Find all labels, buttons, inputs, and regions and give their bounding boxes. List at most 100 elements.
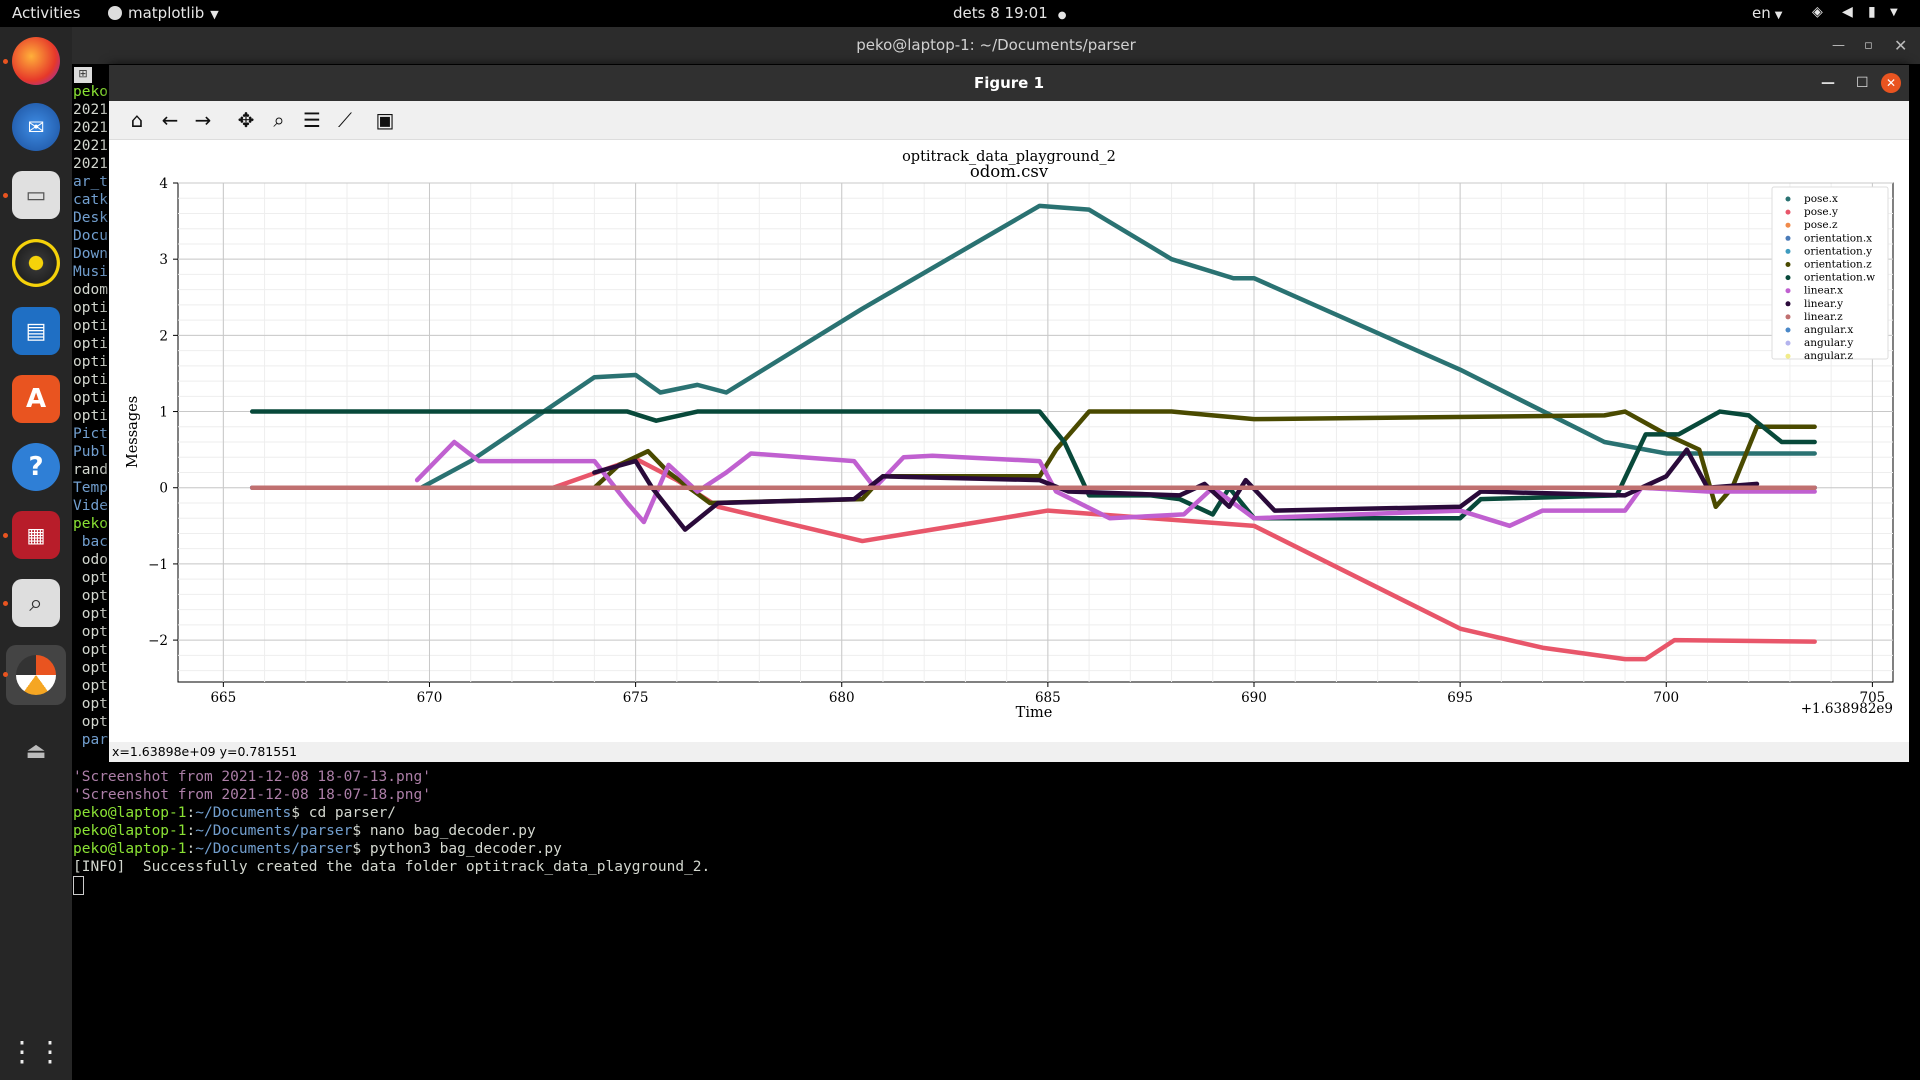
- x-tick-label: 685: [1035, 690, 1061, 706]
- x-tick-label: 680: [829, 690, 855, 706]
- terminal-line-fragment: bac: [73, 534, 108, 550]
- terminal-line-fragment: opt: [73, 588, 108, 604]
- chevron-down-icon: ▼: [1774, 10, 1783, 21]
- legend-marker: [1785, 327, 1791, 333]
- y-tick-label: 0: [159, 481, 168, 497]
- terminal-text-segment: 'Screenshot from 2021-12-08 18-07-18.png…: [73, 787, 431, 803]
- back-arrow-icon[interactable]: ←: [161, 108, 179, 132]
- y-tick-label: −2: [148, 633, 168, 649]
- terminal-line-fragment: opt: [73, 660, 108, 676]
- x-tick-label: 690: [1241, 690, 1267, 706]
- terminal-visible-column: peko 2021 2021 2021 2021 ar_t catk Desk Docu Down…: [73, 83, 111, 749]
- terminal-line-fragment: Down: [73, 246, 108, 262]
- matplotlib-dock-icon[interactable]: [6, 645, 66, 705]
- legend-entry: angular.x: [1804, 324, 1853, 336]
- terminal-line-fragment: odo: [73, 552, 108, 568]
- terminal-line-fragment: Musi: [73, 264, 108, 280]
- terminal-text-segment: $ nano bag_decoder.py: [352, 823, 536, 839]
- terminal-line-fragment: opt: [73, 678, 108, 694]
- legend-marker: [1785, 275, 1791, 281]
- running-indicator: [3, 193, 8, 198]
- terminal-line: peko@laptop-1:~/Documents/parser$ python…: [73, 840, 1873, 858]
- activities-button[interactable]: Activities: [12, 4, 81, 22]
- chart-title: optitrack_data_playground_2: [902, 149, 1116, 165]
- terminal-line-fragment: 2021: [73, 156, 108, 172]
- terminal-line-fragment: opti: [73, 372, 108, 388]
- terminal-line-fragment: par: [73, 732, 108, 748]
- figure-minimize-button[interactable]: —: [1821, 75, 1835, 91]
- language-menu[interactable]: en ▼: [1752, 4, 1782, 22]
- terminal-line-fragment: Pict: [73, 426, 108, 442]
- terminal-line-fragment: 2021: [73, 102, 108, 118]
- terminal-line-fragment: catk: [73, 192, 108, 208]
- matplotlib-toolbar: ⌂ ← → ✥ ⌕ ☰ ⟋ ▣: [109, 101, 1909, 140]
- terminal-line: peko@laptop-1:~/Documents$ cd parser/: [73, 804, 1873, 822]
- terminal-text-segment: $ cd parser/: [291, 805, 397, 821]
- terminal-titlebar: peko@laptop-1: ~/Documents/parser — ▫ ✕: [72, 27, 1920, 64]
- files-icon[interactable]: ▭: [12, 171, 60, 219]
- configure-subplots-icon[interactable]: ☰: [303, 108, 321, 132]
- terminal-line: peko@laptop-1:~/Documents/parser$ nano b…: [73, 822, 1873, 840]
- language-label: en: [1752, 4, 1771, 22]
- terminal-text-segment: peko@laptop-1: [73, 805, 187, 821]
- terminal-output[interactable]: 'Screenshot from 2021-12-08 18-07-13.png…: [73, 768, 1873, 876]
- legend-marker: [1785, 235, 1791, 241]
- terminal-line-fragment: opti: [73, 318, 108, 334]
- plot-area: [177, 182, 1894, 683]
- system-menu-chevron-icon[interactable]: ▼: [1890, 7, 1898, 18]
- thunderbird-icon[interactable]: ✉: [12, 103, 60, 151]
- legend-entry: angular.y: [1804, 337, 1853, 349]
- firefox-icon[interactable]: [12, 37, 60, 85]
- volume-icon[interactable]: ◀: [1842, 4, 1853, 20]
- maximize-button[interactable]: ▫: [1864, 38, 1873, 53]
- clock[interactable]: dets 8 19:01 ●: [953, 4, 1067, 22]
- figure-close-button[interactable]: ✕: [1881, 73, 1901, 93]
- terminal-tab-icon[interactable]: ⊞: [74, 67, 92, 83]
- figure-maximize-button[interactable]: ☐: [1856, 75, 1869, 91]
- terminal-line-fragment: opt: [73, 624, 108, 640]
- edit-axis-icon[interactable]: ⟋: [338, 108, 352, 132]
- save-icon[interactable]: ▣: [375, 108, 395, 132]
- legend-marker: [1785, 222, 1791, 228]
- terminal-app-icon[interactable]: ▦: [12, 511, 60, 559]
- terminal-text-segment: $ python3 bag_decoder.py: [352, 841, 562, 857]
- matplotlib-icon: [108, 6, 122, 20]
- terminal-line-fragment: peko: [73, 84, 108, 100]
- terminal-line-fragment: Docu: [73, 228, 108, 244]
- zoom-icon[interactable]: ⌕: [273, 108, 285, 132]
- software-center-icon[interactable]: A: [12, 375, 60, 423]
- terminal-line-fragment: opti: [73, 390, 108, 406]
- usb-drive-icon[interactable]: ⏏: [25, 738, 47, 764]
- x-tick-label: 700: [1653, 690, 1679, 706]
- home-icon[interactable]: ⌂: [130, 108, 144, 132]
- libreoffice-writer-icon[interactable]: ▤: [12, 307, 60, 355]
- plot-canvas[interactable]: optitrack_data_playground_2 odom.csv 665…: [109, 139, 1909, 742]
- minimize-button[interactable]: —: [1832, 38, 1845, 53]
- magnifier-icon[interactable]: ⌕: [12, 579, 60, 627]
- terminal-line-fragment: ar_t: [73, 174, 108, 190]
- legend: pose.xpose.ypose.zorientation.xorientati…: [1771, 186, 1889, 362]
- help-icon[interactable]: ?: [12, 443, 60, 491]
- y-tick-label: 1: [159, 405, 168, 421]
- top-bar: Activities matplotlib ▼ dets 8 19:01 ● en ▼…: [0, 0, 1920, 27]
- terminal-text-segment: :: [186, 823, 196, 839]
- terminal-line-fragment: odom: [73, 282, 108, 298]
- pan-icon[interactable]: ✥: [237, 108, 255, 132]
- terminal-line-fragment: opti: [73, 300, 108, 316]
- x-tick-label: 665: [210, 690, 236, 706]
- legend-marker: [1785, 314, 1791, 320]
- app-menu[interactable]: matplotlib ▼: [108, 4, 219, 22]
- legend-entry: orientation.y: [1804, 245, 1872, 257]
- series-linear-x: [414, 439, 1817, 529]
- series-pose-x: [418, 203, 1817, 490]
- rhythmbox-icon[interactable]: [12, 239, 60, 287]
- network-icon[interactable]: ◈: [1812, 4, 1823, 20]
- battery-icon[interactable]: ▮: [1868, 4, 1876, 20]
- legend-entry: angular.z: [1804, 350, 1853, 362]
- legend-marker: [1785, 353, 1791, 359]
- show-applications-icon[interactable]: ⋮⋮: [8, 1034, 64, 1068]
- forward-arrow-icon[interactable]: →: [194, 108, 212, 132]
- chart-subtitle: odom.csv: [970, 162, 1049, 181]
- terminal-text-segment: ~/Documents/parser: [195, 841, 353, 857]
- close-button[interactable]: ✕: [1894, 36, 1908, 55]
